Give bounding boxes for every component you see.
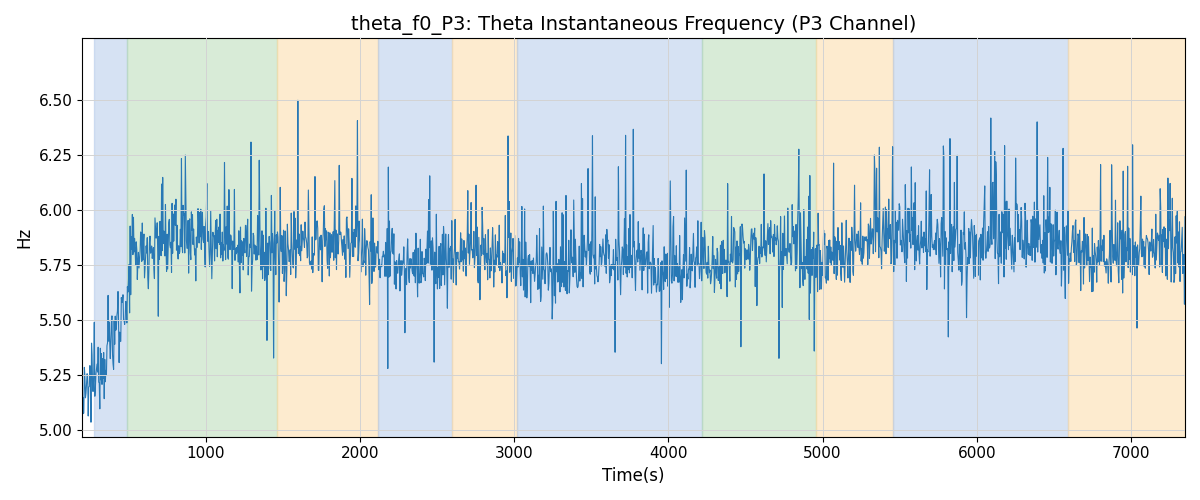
- Bar: [1068, 38, 1186, 436]
- Bar: [95, 38, 127, 436]
- Bar: [702, 38, 816, 436]
- Bar: [452, 38, 517, 436]
- Bar: [127, 38, 276, 436]
- Bar: [378, 38, 452, 436]
- Bar: [517, 38, 702, 436]
- Title: theta_f0_P3: Theta Instantaneous Frequency (P3 Channel): theta_f0_P3: Theta Instantaneous Frequen…: [350, 15, 917, 35]
- X-axis label: Time(s): Time(s): [602, 467, 665, 485]
- Bar: [894, 38, 1068, 436]
- Bar: [276, 38, 378, 436]
- Y-axis label: Hz: Hz: [14, 227, 32, 248]
- Bar: [816, 38, 894, 436]
